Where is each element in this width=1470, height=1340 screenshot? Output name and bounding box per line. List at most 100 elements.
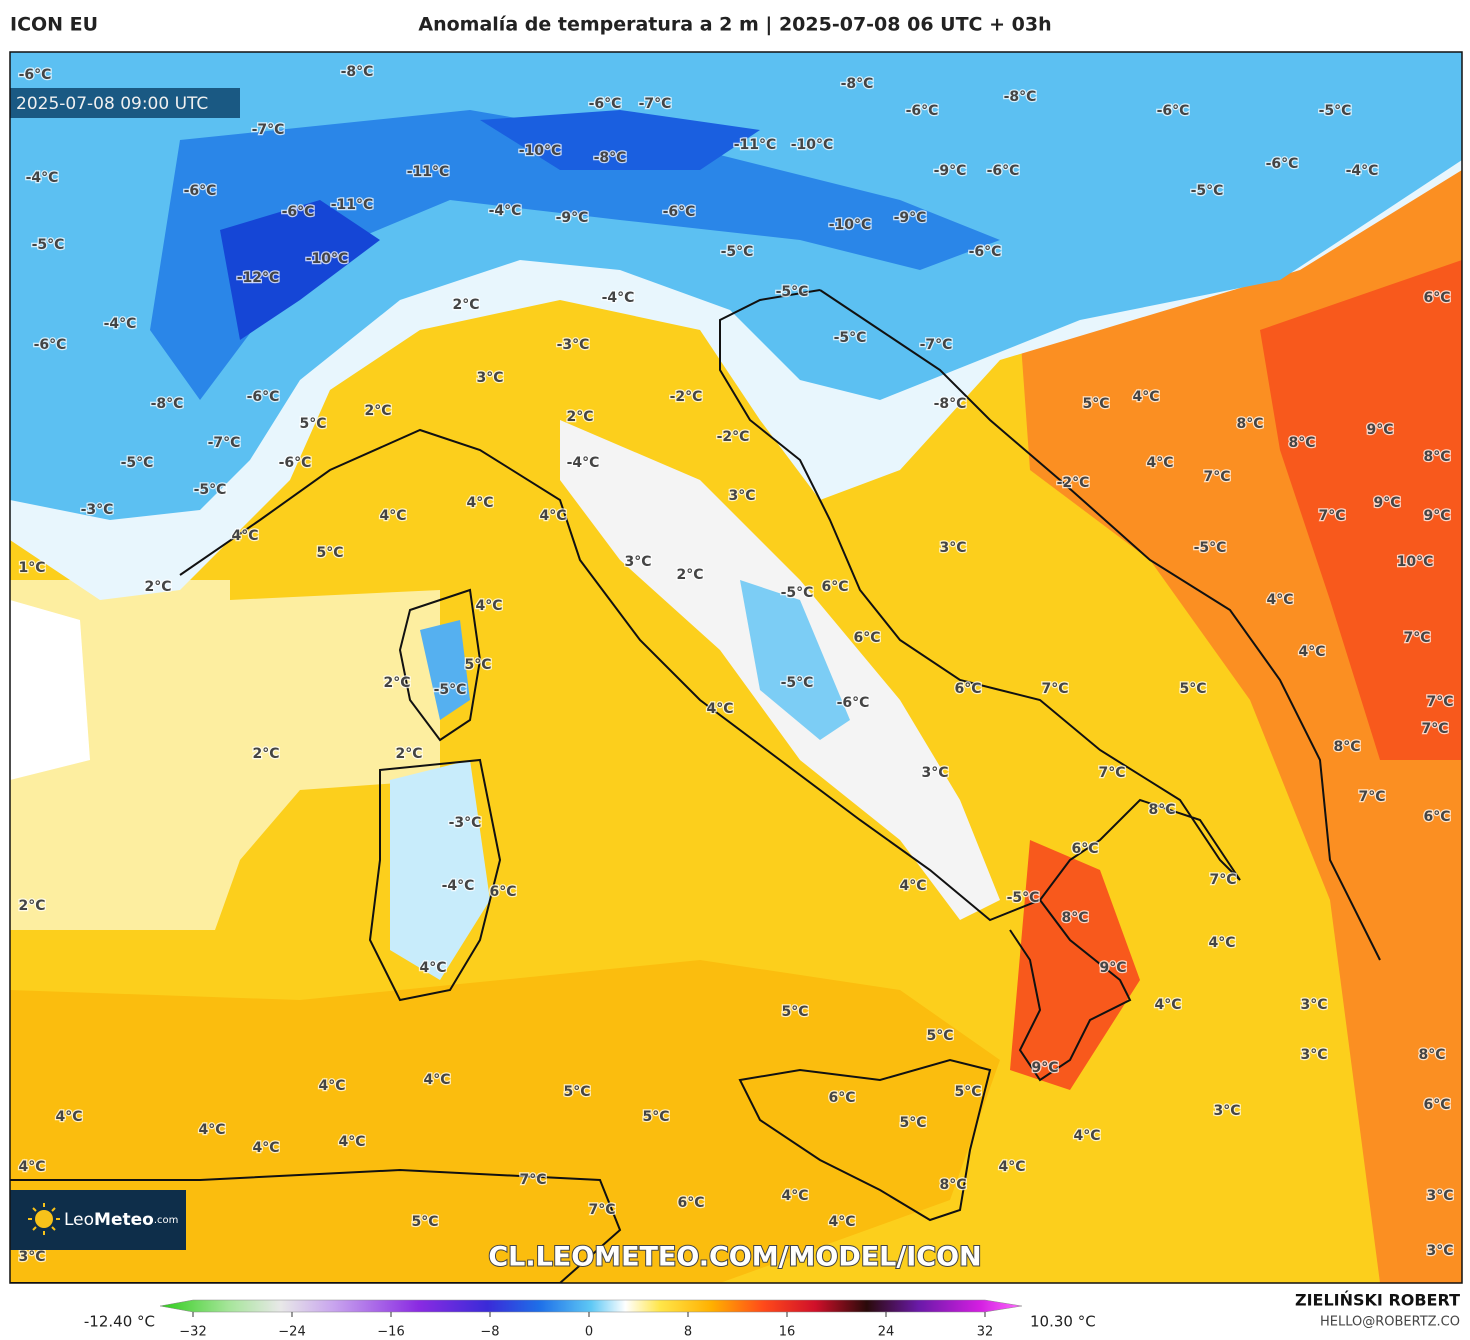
map-label: -11°C (331, 197, 374, 213)
map-label: 9°C (1031, 1060, 1058, 1076)
map-label: 6°C (677, 1195, 704, 1211)
map-label: 4°C (419, 960, 446, 976)
map-label: -11°C (407, 164, 450, 180)
map-label: 4°C (828, 1214, 855, 1230)
map-label: 2°C (383, 675, 410, 691)
map-label: -9°C (934, 163, 967, 179)
colorbar-max: 10.30 °C (1030, 1313, 1096, 1331)
map-label: -5°C (121, 455, 154, 471)
map-label: -6°C (837, 695, 870, 711)
map-label: 7°C (1041, 681, 1068, 697)
map-label: 3°C (939, 540, 966, 556)
map-label: 6°C (1423, 290, 1450, 306)
map-label: -5°C (32, 237, 65, 253)
coastlines (10, 289, 1381, 1283)
map-label: 7°C (1203, 469, 1230, 485)
calabria-coast (1009, 899, 1132, 1082)
map-label: -7°C (252, 122, 285, 138)
map-label: 8°C (1333, 739, 1360, 755)
colorbar-tick-label: 24 (878, 1325, 895, 1340)
map-label: -10°C (829, 217, 872, 233)
map-label: 7°C (1403, 630, 1430, 646)
map-label: 5°C (954, 1084, 981, 1100)
map-label: 8°C (1423, 449, 1450, 465)
map-label: -8°C (594, 150, 627, 166)
colorbar-tick-label: −32 (179, 1325, 206, 1340)
map-label: 2°C (452, 297, 479, 313)
map-label: 8°C (1288, 435, 1315, 451)
map-label: 5°C (899, 1115, 926, 1131)
map-label: 6°C (489, 884, 516, 900)
map-label: -6°C (279, 455, 312, 471)
map-label: -6°C (184, 183, 217, 199)
map-label: 7°C (1209, 872, 1236, 888)
map-label: 4°C (379, 508, 406, 524)
model-name: ICON EU (10, 14, 98, 36)
map-label: -5°C (434, 682, 467, 698)
map-label: -7°C (639, 96, 672, 112)
map-label: -12°C (237, 270, 280, 286)
map-label: 7°C (1421, 721, 1448, 737)
map-label: 6°C (1071, 841, 1098, 857)
colorbar-tick-label: −8 (480, 1325, 499, 1340)
map-label: -4°C (104, 316, 137, 332)
map-label: -6°C (969, 244, 1002, 260)
map-label: 5°C (299, 416, 326, 432)
map-label: 5°C (1082, 396, 1109, 412)
map-label: -5°C (834, 330, 867, 346)
map-label: -8°C (151, 396, 184, 412)
map-label: -5°C (781, 585, 814, 601)
map-label: -10°C (791, 137, 834, 153)
logo-text: LeoMeteo.com (64, 1210, 178, 1230)
map-label: 5°C (642, 1109, 669, 1125)
map-label: 5°C (1179, 681, 1206, 697)
map-label: -2°C (717, 429, 750, 445)
map-label: 3°C (476, 370, 503, 386)
map-label: 5°C (411, 1214, 438, 1230)
map-label: 7°C (1098, 765, 1125, 781)
map-label: 6°C (1423, 809, 1450, 825)
italy-coast (179, 289, 1241, 922)
map-label: -8°C (341, 64, 374, 80)
map-label: -5°C (1007, 890, 1040, 906)
map-label: 5°C (926, 1028, 953, 1044)
map-label: -8°C (841, 76, 874, 92)
colorbar-tick-label: 0 (585, 1325, 593, 1340)
valid-time-box (10, 88, 240, 118)
map-label: 5°C (781, 1004, 808, 1020)
map-title: Anomalía de temperatura a 2 m | 2025-07-… (418, 14, 1051, 36)
map-label: -7°C (208, 435, 241, 451)
map-label: 4°C (475, 598, 502, 614)
map-label: -5°C (721, 244, 754, 260)
colorbar-tick-label: 16 (779, 1325, 796, 1340)
map-label: 4°C (539, 508, 566, 524)
map-label: -6°C (247, 389, 280, 405)
map-label: -4°C (26, 170, 59, 186)
map-label: -6°C (987, 163, 1020, 179)
colorbar-tick-label: −16 (377, 1325, 404, 1340)
map-label: 4°C (1073, 1128, 1100, 1144)
map-label: 3°C (921, 765, 948, 781)
map-label: -8°C (934, 396, 967, 412)
africa-coast (10, 1168, 622, 1283)
watermark: CL.LEOMETEO.COM/MODEL/ICON (488, 1242, 981, 1273)
map-label: 4°C (423, 1072, 450, 1088)
map-label: 4°C (1266, 592, 1293, 608)
map-label: -5°C (194, 482, 227, 498)
map-label: -11°C (734, 137, 777, 153)
map-label: 7°C (588, 1202, 615, 1218)
colorbar-tick-label: 8 (684, 1325, 692, 1340)
map-label: 3°C (1300, 1047, 1327, 1063)
map-label: 7°C (519, 1172, 546, 1188)
map-label: 8°C (939, 1177, 966, 1193)
map-label: -2°C (670, 389, 703, 405)
map-label: -5°C (1319, 103, 1352, 119)
logo-sun (35, 1210, 53, 1228)
map-label: -6°C (19, 67, 52, 83)
map-label: -9°C (894, 210, 927, 226)
map-label: 6°C (828, 1090, 855, 1106)
map-label: 4°C (198, 1122, 225, 1138)
map-label: 4°C (781, 1188, 808, 1204)
map-label: -6°C (282, 204, 315, 220)
map-label: 3°C (18, 1249, 45, 1265)
